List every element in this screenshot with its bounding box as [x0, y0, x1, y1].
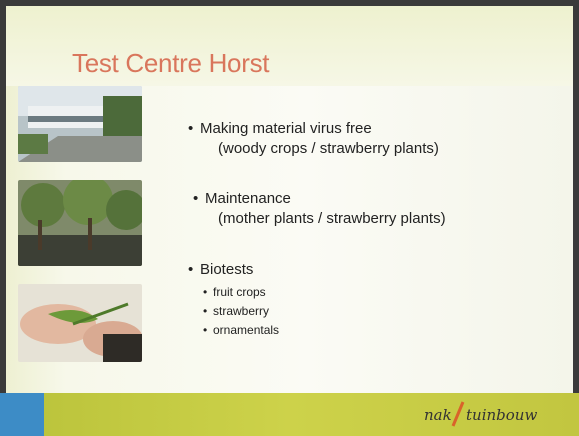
- sub-bullet: ornamentals: [203, 323, 279, 337]
- bullet-detail: (mother plants / strawberry plants): [218, 210, 446, 227]
- photo-building: [18, 86, 142, 162]
- photo-greenhouse: [18, 180, 142, 266]
- title-band: [6, 6, 573, 86]
- footer-band: [0, 393, 579, 436]
- logo-slash: [451, 401, 465, 427]
- logo-text: nak: [424, 406, 452, 424]
- bullet-detail: (woody crops / strawberry plants): [218, 140, 439, 157]
- sub-bullet: fruit crops: [203, 285, 266, 299]
- logo-text: tuinbouw: [466, 406, 538, 424]
- slide-title: Test Centre Horst: [72, 48, 270, 78]
- bullet: Maintenance: [193, 190, 291, 207]
- bullet: Making material virus free: [188, 120, 372, 137]
- photo-grafting: [18, 284, 142, 362]
- footer-accent: [0, 393, 44, 436]
- sub-bullet: strawberry: [203, 304, 269, 318]
- bullet: Biotests: [188, 261, 253, 278]
